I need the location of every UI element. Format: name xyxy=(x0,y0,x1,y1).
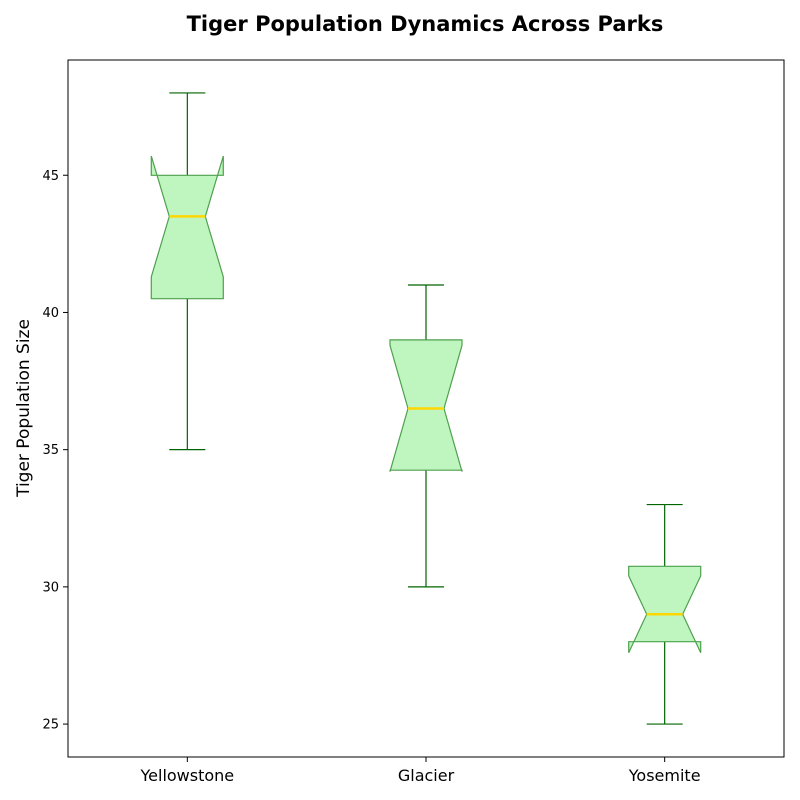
y-tick-label: 30 xyxy=(42,580,59,595)
y-tick-label: 45 xyxy=(42,169,59,184)
plot-area: 25 30 35 40 45 Yellowstone Glacier Yosemite xyxy=(42,92,702,785)
y-axis-label: Tiger Population Size xyxy=(14,319,34,498)
box-yellowstone xyxy=(150,92,224,451)
box-body xyxy=(628,565,702,653)
chart-title: Tiger Population Dynamics Across Parks xyxy=(187,12,664,36)
x-tick-label: Glacier xyxy=(398,766,455,785)
x-tick-label: Yellowstone xyxy=(140,766,235,785)
y-tick-label: 25 xyxy=(42,718,59,733)
x-tick-label: Yosemite xyxy=(628,766,701,785)
y-tick-label: 40 xyxy=(42,306,59,321)
box-yosemite xyxy=(628,503,702,725)
box-body xyxy=(389,339,463,472)
plot-frame xyxy=(67,59,785,758)
y-tick-label: 35 xyxy=(42,443,59,458)
box-glacier xyxy=(389,284,463,588)
box-body xyxy=(150,155,224,300)
